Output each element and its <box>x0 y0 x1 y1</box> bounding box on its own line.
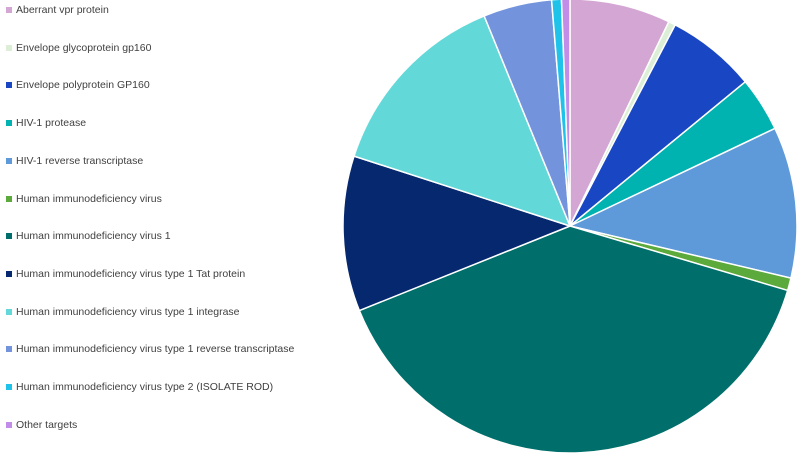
legend-swatch <box>6 7 12 13</box>
legend-item: Human immunodeficiency virus type 1 Tat … <box>6 267 306 281</box>
legend-label: Human immunodeficiency virus type 1 Tat … <box>16 267 246 280</box>
legend-label: HIV-1 reverse transcriptase <box>16 154 144 167</box>
legend-label: Envelope glycoprotein gp160 <box>16 41 152 54</box>
pie-slice <box>569 0 670 227</box>
legend-swatch <box>6 421 12 428</box>
pie-slice <box>483 0 571 227</box>
legend-swatch <box>6 120 12 127</box>
legend-swatch <box>6 346 12 353</box>
legend-swatch <box>6 82 12 89</box>
legend-item: Human immunodeficiency virus type 1 inte… <box>6 305 306 319</box>
legend-swatch <box>6 384 12 390</box>
legend-swatch <box>6 308 12 315</box>
legend-swatch <box>6 270 12 277</box>
legend-label: Other targets <box>16 418 78 431</box>
legend-item: Envelope polyprotein GP160 <box>6 78 306 92</box>
legend-label: Aberrant vpr protein <box>16 4 109 16</box>
legend-item: Human immunodeficiency virus <box>6 192 306 206</box>
legend-label: Human immunodeficiency virus type 1 inte… <box>16 305 240 318</box>
legend-label: Human immunodeficiency virus 1 <box>16 230 171 243</box>
legend-item: Human immunodeficiency virus type 2 (ISO… <box>6 380 306 394</box>
pie-slice <box>353 15 571 227</box>
legend-label: Envelope polyprotein GP160 <box>16 79 150 92</box>
pie-slice <box>550 0 571 227</box>
legend-item: Aberrant vpr protein <box>6 3 306 17</box>
legend-swatch <box>6 44 12 51</box>
legend-item: Envelope glycoprotein gp160 <box>6 41 306 55</box>
legend-label: HIV-1 protease <box>16 117 87 130</box>
legend-item: Human immunodeficiency virus 1 <box>6 229 306 243</box>
legend-item: HIV-1 reverse transcriptase <box>6 154 306 168</box>
legend-label: Human immunodeficiency virus <box>16 192 162 205</box>
pie-slice <box>560 0 571 227</box>
legend-item: Human immunodeficiency virus type 1 reve… <box>6 342 306 356</box>
legend-item: Other targets <box>6 418 306 432</box>
pie-slice <box>569 127 798 279</box>
legend-swatch <box>6 157 12 164</box>
legend-swatch <box>6 195 12 202</box>
pie-slice <box>342 155 571 312</box>
legend-label: Human immunodeficiency virus type 2 (ISO… <box>16 381 274 393</box>
legend-swatch <box>6 233 12 240</box>
legend-item: HIV-1 protease <box>6 116 306 130</box>
legend-label: Human immunodeficiency virus type 1 reve… <box>16 343 295 356</box>
